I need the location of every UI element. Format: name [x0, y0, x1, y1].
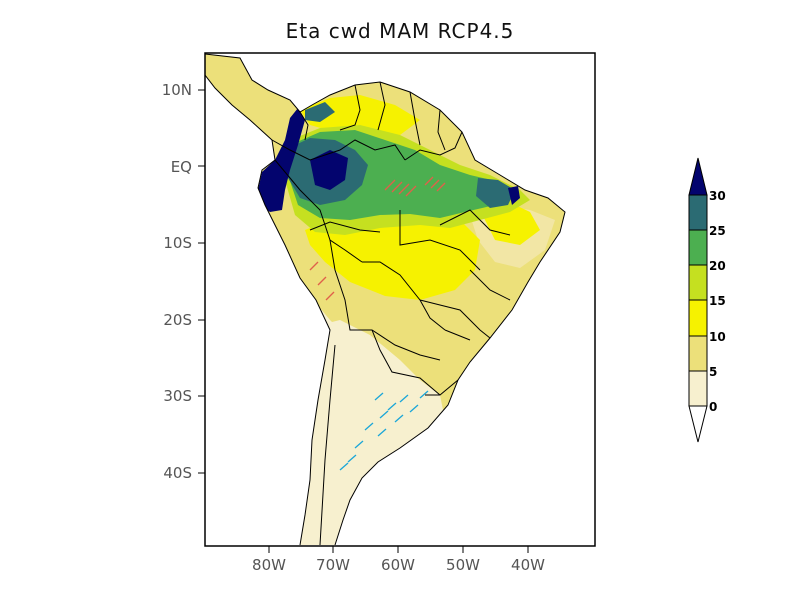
colorbar: 0 5 10 15 20 25 30 [688, 157, 726, 443]
colorbar-label: 25 [709, 224, 726, 238]
map-frame [204, 52, 596, 547]
region-30plus-east [508, 186, 520, 205]
colorbar-segment [688, 264, 708, 301]
colorbar-over-arrow [688, 157, 708, 196]
lon-tick-label: 80W [252, 556, 286, 574]
colorbar-segment [688, 335, 708, 372]
map-content [205, 53, 566, 546]
lat-tick-label: 20S [163, 311, 192, 329]
lon-tick-label: 70W [316, 556, 350, 574]
cyan-hatching [339, 390, 429, 471]
colorbar-label: 20 [709, 259, 726, 273]
lon-tick-label: 50W [446, 556, 480, 574]
colorbar-segment [688, 229, 708, 266]
red-hatching [309, 176, 446, 301]
lat-tick-label: EQ [171, 158, 192, 176]
region-30plus-amazon [310, 150, 348, 190]
region-25-30-north [305, 102, 335, 122]
lon-tick-label: 40W [511, 556, 545, 574]
lat-tick-label: 40S [163, 464, 192, 482]
colorbar-segment [688, 370, 708, 407]
map-title: Eta cwd MAM RCP4.5 [286, 19, 515, 43]
colorbar-under-arrow [688, 405, 708, 443]
lon-axis: 80W 70W 60W 50W 40W [252, 546, 545, 574]
region-25-30-east [476, 178, 515, 208]
lat-axis: 10N EQ 10S 20S 30S 40S [162, 81, 205, 482]
lat-tick-label: 30S [163, 387, 192, 405]
colorbar-label: 15 [709, 294, 726, 308]
colorbar-label: 0 [709, 400, 717, 414]
colorbar-segment [688, 299, 708, 337]
lat-tick-label: 10S [163, 234, 192, 252]
colorbar-label: 5 [709, 365, 717, 379]
colorbar-label: 30 [709, 189, 726, 203]
country-borders [205, 53, 566, 546]
region-30plus-west [258, 108, 305, 212]
lat-tick-label: 10N [162, 81, 192, 99]
colorbar-segment [688, 194, 708, 231]
lon-tick-label: 60W [381, 556, 415, 574]
colorbar-label: 10 [709, 330, 726, 344]
